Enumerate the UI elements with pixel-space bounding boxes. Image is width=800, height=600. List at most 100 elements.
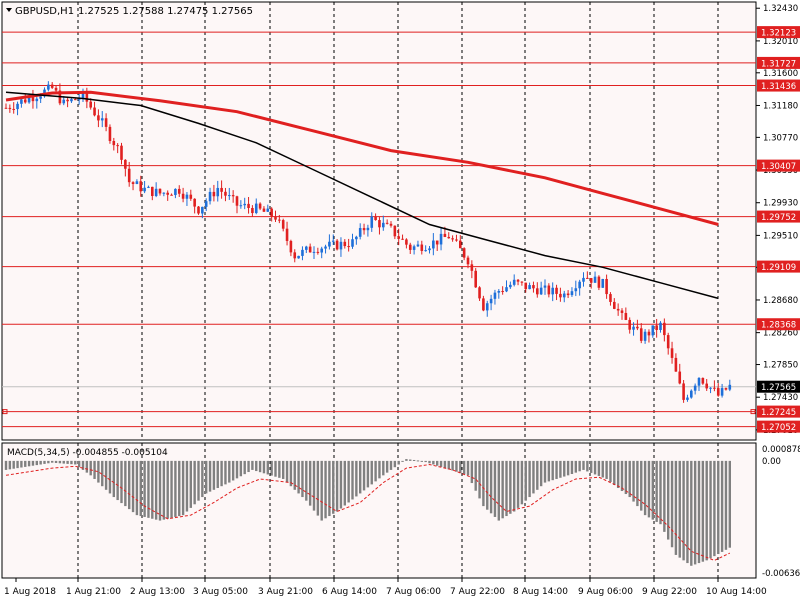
- macd-bar: [563, 460, 566, 477]
- macd-bar: [593, 460, 597, 475]
- candle-body: [100, 118, 104, 121]
- dropdown-triangle-icon[interactable]: [6, 8, 12, 12]
- macd-bar: [243, 460, 246, 475]
- candle-body: [435, 240, 439, 245]
- x-tick-label: 7 Aug 06:00: [386, 587, 441, 597]
- macd-bar: [382, 460, 385, 476]
- macd-bar: [351, 460, 354, 500]
- candle-body: [678, 371, 682, 384]
- macd-scale-top: 0.000878: [762, 445, 800, 455]
- candle-body: [66, 99, 69, 102]
- header: GBPUSD,H1 1.27525 1.27588 1.27475 1.2756…: [6, 6, 253, 17]
- macd-bar: [374, 460, 377, 482]
- macd-bar: [489, 460, 493, 514]
- candle-body: [493, 292, 497, 299]
- macd-bar: [551, 460, 554, 481]
- candle-body: [208, 191, 212, 202]
- candle-body: [112, 140, 116, 146]
- x-tick-label: 9 Aug 22:00: [642, 587, 697, 597]
- macd-bar: [366, 460, 370, 488]
- macd-bar: [193, 460, 196, 505]
- macd-bar: [520, 460, 524, 505]
- macd-bar: [482, 460, 485, 507]
- macd-bar: [613, 460, 616, 485]
- macd-bar: [466, 460, 470, 476]
- x-tick-label: 8 Aug 14:00: [513, 587, 568, 597]
- candle-body: [8, 107, 12, 109]
- candle-body: [562, 293, 566, 298]
- candle-body: [47, 84, 50, 90]
- price-tick-label: 1.32430: [763, 4, 798, 14]
- macd-bar: [81, 460, 85, 470]
- macd-bar: [724, 460, 728, 550]
- macd-bar: [85, 460, 89, 473]
- macd-bar: [428, 460, 431, 464]
- candle-body: [378, 220, 381, 228]
- macd-bar: [616, 460, 620, 489]
- macd-bar: [197, 460, 200, 501]
- candle-body: [77, 98, 81, 100]
- macd-bar: [355, 460, 358, 497]
- macd-bar: [462, 460, 466, 475]
- macd-bar: [235, 460, 239, 479]
- macd-bar: [332, 460, 335, 514]
- candle-body: [528, 285, 531, 290]
- macd-bar: [312, 460, 316, 511]
- candle-body: [416, 244, 420, 247]
- candle-body: [174, 188, 177, 196]
- macd-bar: [339, 460, 343, 509]
- candle-body: [162, 192, 166, 194]
- candle-body: [651, 325, 655, 336]
- macd-bar: [35, 460, 38, 466]
- level-tag: [757, 210, 800, 223]
- candle-body: [666, 335, 670, 349]
- macd-bar: [655, 460, 658, 522]
- candle-body: [289, 240, 293, 253]
- macd-bar: [128, 460, 131, 510]
- macd-bar: [328, 460, 331, 517]
- time-axis: 1 Aug 2018 1 Aug 21:00 2 Aug 13:00 3 Aug 05…: [4, 578, 767, 597]
- candle-body: [201, 206, 204, 214]
- macd-bar: [509, 460, 512, 514]
- macd-bar: [70, 460, 73, 465]
- candle-body: [697, 377, 701, 386]
- macd-bar: [543, 460, 547, 483]
- candle-body: [690, 390, 693, 398]
- candle-body: [520, 281, 524, 283]
- price-tick-label: 1.27430: [763, 393, 798, 403]
- candle-body: [143, 187, 146, 192]
- macd-bar: [208, 460, 212, 492]
- price-tick-label: 1.31600: [763, 69, 798, 79]
- macd-bar: [670, 460, 674, 548]
- candle-body: [489, 298, 493, 304]
- candle-body: [474, 270, 477, 288]
- candle-body: [497, 291, 501, 293]
- candle-body: [505, 287, 508, 292]
- candle-body: [485, 303, 489, 311]
- macd-bar: [412, 459, 416, 461]
- candle-body: [601, 278, 605, 288]
- macd-bar: [709, 460, 712, 559]
- macd-bar: [432, 460, 435, 465]
- macd-bar: [628, 460, 631, 498]
- macd-bar: [536, 460, 539, 490]
- macd-bar: [663, 460, 666, 532]
- level-marker: [2, 409, 8, 415]
- candle-body: [204, 201, 208, 207]
- macd-bar: [58, 460, 62, 464]
- candle-body: [501, 291, 504, 293]
- candle-body: [139, 181, 143, 192]
- price-tick-label: 1.27850: [763, 361, 798, 371]
- candle-body: [578, 281, 581, 289]
- price-tags: 1.32123 1.31727 1.31436 1.30407 1.29752 1.291…: [757, 26, 800, 433]
- candle-body: [566, 293, 570, 296]
- macd-bar: [493, 460, 497, 517]
- macd-bar: [335, 460, 339, 512]
- candle-body: [709, 387, 712, 389]
- candle-body: [104, 118, 108, 127]
- x-tick-label: 7 Aug 22:00: [450, 587, 505, 597]
- level-tag: [757, 405, 800, 418]
- macd-bar: [216, 460, 219, 489]
- candle-body: [74, 99, 77, 101]
